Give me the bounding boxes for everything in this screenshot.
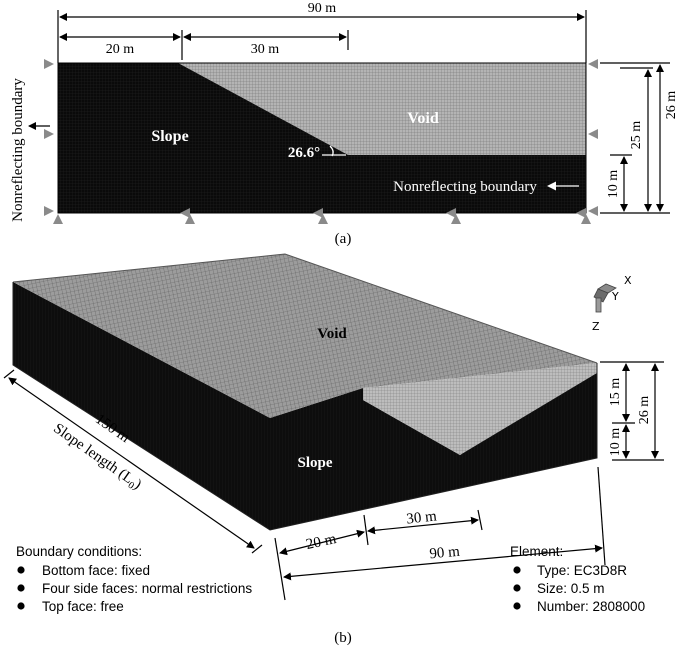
model-edge-top xyxy=(12,253,598,364)
boundary-conditions: Boundary conditions: Bottom face: fixed … xyxy=(16,544,252,614)
support-markers xyxy=(44,59,598,224)
element-size: Size: 0.5 m xyxy=(537,581,605,596)
support-bottom-4 xyxy=(451,214,461,224)
support-bottom-side-3 xyxy=(313,208,323,218)
label-slope-width: 30 m xyxy=(251,42,280,57)
element-type: Type: EC3D8R xyxy=(537,563,627,578)
dim-tick-b-right xyxy=(597,466,606,566)
label-height-mid: 25 m xyxy=(629,121,644,150)
dim-tick-b-left xyxy=(274,537,286,601)
panel-a: 90 m 20 m 30 m 26 m 25 m 10 m xyxy=(10,1,679,247)
label-void-a: Void xyxy=(407,110,439,127)
axis-label-y: Y xyxy=(611,290,619,303)
caption-b: (b) xyxy=(334,630,352,646)
axis-label-x: X xyxy=(624,274,632,287)
slope-region xyxy=(58,63,586,213)
dim-b-slope-width xyxy=(367,516,479,535)
element-number: Number: 2808000 xyxy=(537,599,645,614)
label-height-lower: 10 m xyxy=(608,428,623,457)
caption-a: (a) xyxy=(335,231,352,247)
label-slope-angle: 26.6° xyxy=(288,145,320,161)
dim-length-tick-start xyxy=(3,369,15,379)
boundary-conditions-title: Boundary conditions: xyxy=(16,544,142,559)
boundary-item-top: Top face: free xyxy=(42,599,124,614)
dim-length-tick-end xyxy=(251,544,263,554)
bullet-3 xyxy=(17,602,25,610)
support-bottom-1 xyxy=(53,214,63,224)
label-b-slope-width: 30 m xyxy=(406,508,438,527)
bullet-2 xyxy=(17,584,25,592)
support-right-mid xyxy=(588,129,598,139)
support-bottom-side-4 xyxy=(446,208,456,218)
support-bottom-side-2 xyxy=(180,208,190,218)
element-bullet-1 xyxy=(513,566,521,574)
model-edge-base xyxy=(12,282,598,531)
support-left-top xyxy=(44,59,54,69)
label-total-width: 90 m xyxy=(308,1,337,16)
label-slope-a: Slope xyxy=(151,128,188,145)
label-boundary-left: Nonreflecting boundary xyxy=(10,78,26,222)
end-face xyxy=(270,363,597,530)
angle-arc xyxy=(322,145,346,157)
support-left-mid xyxy=(44,129,54,139)
label-b-crest-width: 20 m xyxy=(305,531,338,553)
slope-surface xyxy=(363,363,597,455)
dim-b-total-width xyxy=(283,544,603,581)
support-right-top xyxy=(588,59,598,69)
crest-surface xyxy=(13,254,597,418)
axis-label-z: Z xyxy=(592,320,600,333)
panel-b: Void Slope X Y Z 150 m Slope length (L0)… xyxy=(3,253,664,646)
label-b-total-width: 90 m xyxy=(429,544,461,563)
element-info: Element: Type: EC3D8R Size: 0.5 m Number… xyxy=(510,544,645,614)
label-height-upper: 15 m xyxy=(608,378,623,407)
element-title: Element: xyxy=(510,544,563,559)
label-height-top: 26 m xyxy=(664,91,679,120)
element-bullet-2 xyxy=(513,584,521,592)
boundary-item-bottom: Bottom face: fixed xyxy=(42,563,150,578)
element-bullet-3 xyxy=(513,602,521,610)
dim-tick-b-toe xyxy=(477,509,483,531)
dim-tick-b-crest xyxy=(363,514,369,546)
axis-z-glyph xyxy=(595,297,602,313)
support-bottom-3 xyxy=(318,214,328,224)
label-void-b: Void xyxy=(317,326,347,342)
label-height-base: 10 m xyxy=(606,170,621,199)
dim-length xyxy=(8,377,255,549)
axes-triad: X Y Z xyxy=(592,274,632,333)
boundary-item-sides: Four side faces: normal restrictions xyxy=(42,581,252,596)
label-slope-b: Slope xyxy=(297,455,332,471)
support-bottom-2 xyxy=(185,214,195,224)
arrow-boundary-bottom-head xyxy=(547,181,556,191)
support-right-bottom xyxy=(588,206,598,216)
support-left-bottom xyxy=(44,206,54,216)
label-crest-width: 20 m xyxy=(106,42,135,57)
support-bottom-side-5 xyxy=(576,208,586,218)
label-boundary-bottom: Nonreflecting boundary xyxy=(393,179,537,195)
bullet-1 xyxy=(17,566,25,574)
support-bottom-5 xyxy=(581,214,591,224)
label-height-total: 26 m xyxy=(637,396,652,425)
